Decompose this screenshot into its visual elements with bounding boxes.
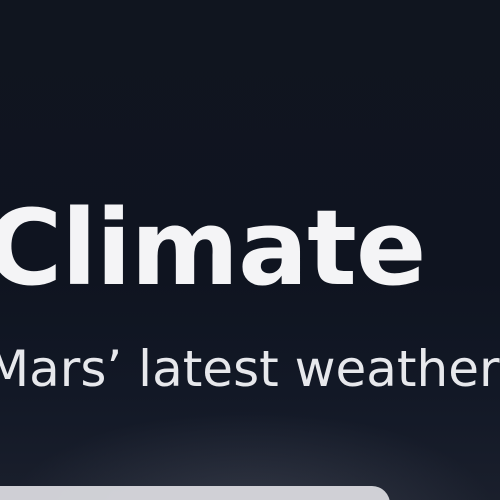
page-title: Climate (0, 187, 426, 309)
content-card[interactable] (0, 486, 390, 500)
page-subtitle: Mars’ latest weather (0, 340, 500, 398)
bottom-gradient (0, 410, 500, 500)
